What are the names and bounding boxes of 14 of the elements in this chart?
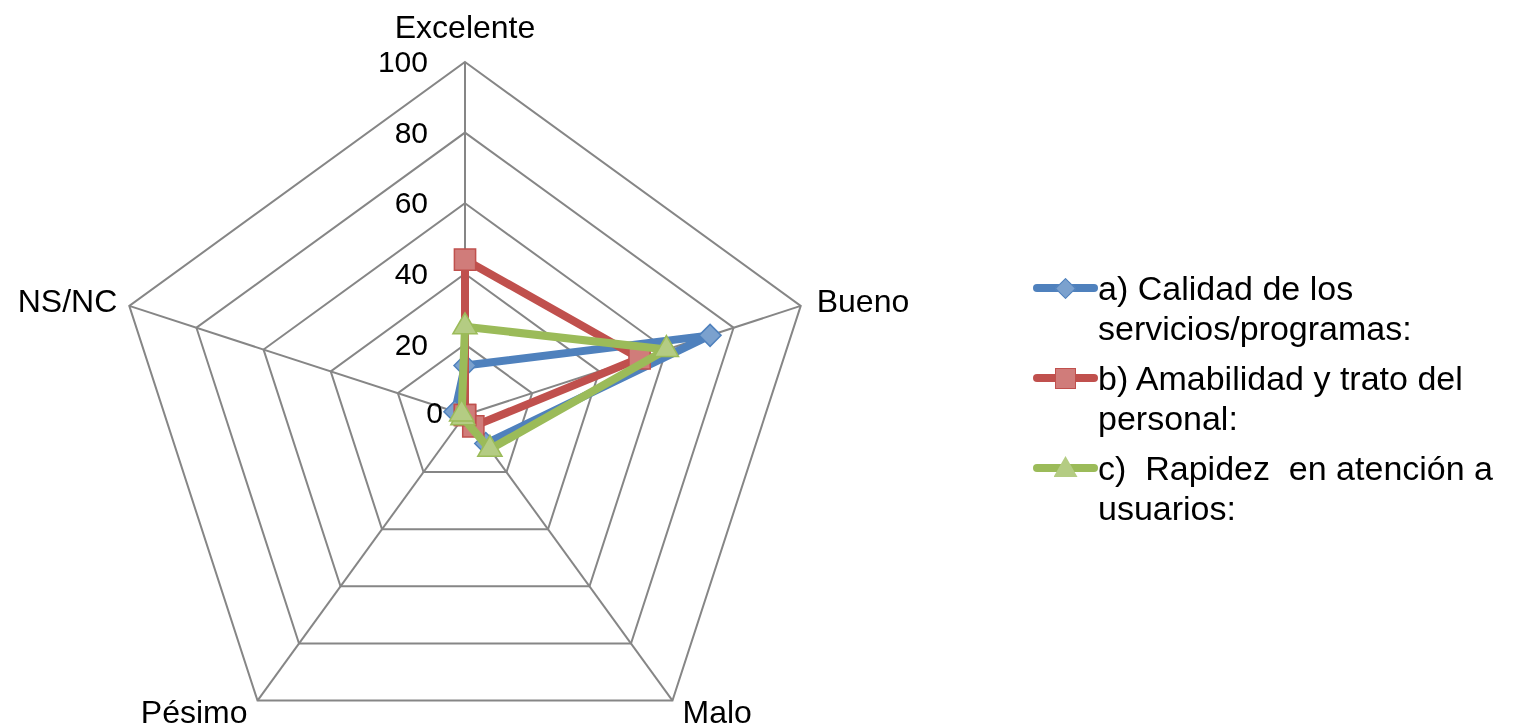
legend-label: a) Calidad de los servicios/programas: xyxy=(1098,268,1413,348)
y-tick-label: 40 xyxy=(394,257,428,291)
spoke-label: Malo xyxy=(682,693,752,725)
y-tick-label: 60 xyxy=(394,186,428,220)
y-tick-label: 80 xyxy=(394,115,428,149)
spoke-label: NS/NC xyxy=(17,282,118,319)
spoke-label: Bueno xyxy=(816,282,910,319)
spoke-label: Excelente xyxy=(394,9,536,45)
y-tick-label: 100 xyxy=(377,45,428,79)
spoke-label: Pésimo xyxy=(140,693,248,725)
y-tick-label: 20 xyxy=(394,327,428,361)
legend-label: b) Amabilidad y trato del personal: xyxy=(1098,358,1464,438)
y-tick-label: 0 xyxy=(426,396,443,430)
legend-label: c) Rapidez en atención a usuarios: xyxy=(1098,448,1495,528)
